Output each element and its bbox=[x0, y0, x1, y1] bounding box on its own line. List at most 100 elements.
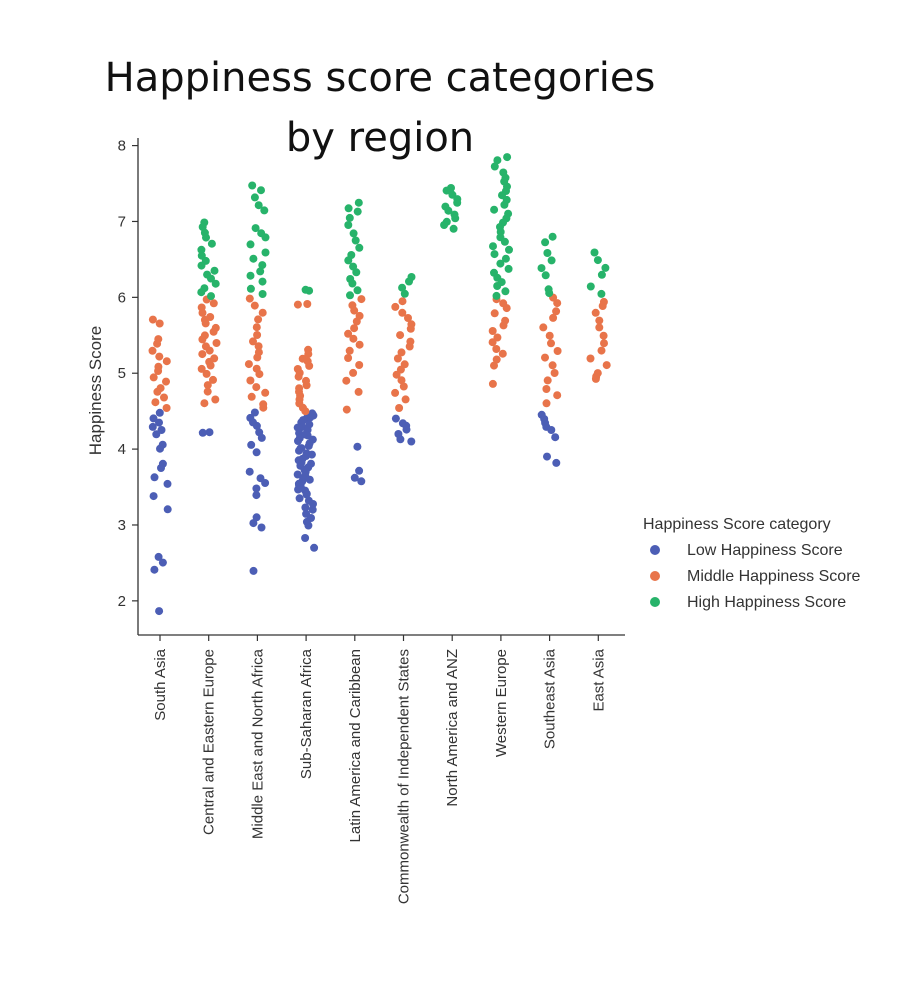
point-middle bbox=[397, 376, 406, 385]
point-middle bbox=[153, 339, 162, 348]
point-high bbox=[258, 277, 267, 286]
point-middle bbox=[304, 350, 313, 359]
point-middle bbox=[151, 398, 160, 407]
point-low bbox=[247, 440, 256, 449]
point-middle bbox=[548, 361, 557, 370]
point-middle bbox=[398, 308, 407, 317]
point-high bbox=[257, 186, 265, 195]
point-middle bbox=[294, 372, 303, 381]
point-middle bbox=[350, 324, 359, 333]
point-low bbox=[309, 500, 317, 508]
point-low bbox=[252, 448, 261, 457]
point-high bbox=[249, 254, 258, 263]
point-middle bbox=[148, 315, 157, 324]
point-middle bbox=[148, 346, 157, 355]
point-high bbox=[597, 270, 606, 279]
point-middle bbox=[490, 361, 498, 370]
point-high bbox=[504, 264, 513, 273]
point-high bbox=[246, 240, 255, 249]
point-high bbox=[352, 268, 361, 277]
point-high bbox=[493, 282, 502, 290]
x-tick-label: South Asia bbox=[152, 648, 169, 720]
point-middle bbox=[206, 361, 215, 370]
point-middle bbox=[200, 399, 209, 408]
point-middle bbox=[542, 385, 551, 393]
point-middle bbox=[542, 399, 551, 408]
point-middle bbox=[258, 308, 267, 317]
point-high bbox=[351, 236, 360, 245]
point-high bbox=[197, 245, 206, 254]
point-middle bbox=[350, 306, 359, 315]
point-low bbox=[150, 565, 159, 574]
x-tick-label: Commonwealth of Independent States bbox=[396, 649, 413, 904]
point-middle bbox=[261, 388, 270, 397]
point-high bbox=[258, 290, 267, 298]
point-middle bbox=[352, 317, 361, 326]
point-middle bbox=[209, 327, 218, 336]
point-middle bbox=[209, 375, 217, 384]
point-middle bbox=[591, 374, 600, 383]
legend-label-middle: Middle Happiness Score bbox=[687, 568, 861, 585]
x-tick-label: Sub-Saharan Africa bbox=[298, 648, 315, 779]
point-high bbox=[590, 248, 599, 257]
point-high bbox=[197, 288, 206, 297]
point-middle bbox=[498, 349, 507, 358]
point-middle bbox=[254, 342, 263, 351]
point-middle bbox=[499, 321, 508, 330]
point-low bbox=[552, 458, 561, 467]
point-middle bbox=[203, 387, 212, 396]
point-low bbox=[252, 484, 261, 493]
point-middle bbox=[595, 323, 604, 332]
y-tick-label: 8 bbox=[118, 138, 126, 155]
point-high bbox=[197, 261, 206, 270]
legend-marker-middle bbox=[650, 571, 660, 581]
point-high bbox=[453, 198, 462, 207]
point-low bbox=[249, 566, 258, 575]
point-low bbox=[163, 479, 172, 488]
point-low bbox=[198, 428, 207, 437]
point-middle bbox=[395, 404, 404, 412]
point-middle bbox=[153, 387, 162, 396]
axes: 2 3 4 5 6 7 8 Happiness Score South Asia Central … bbox=[86, 138, 625, 904]
point-middle bbox=[259, 403, 268, 412]
point-high bbox=[354, 198, 363, 207]
point-low bbox=[350, 473, 359, 482]
point-high bbox=[248, 181, 257, 190]
point-high bbox=[537, 264, 546, 273]
point-middle bbox=[155, 319, 164, 328]
point-high bbox=[260, 206, 269, 215]
point-high bbox=[251, 224, 260, 233]
point-low bbox=[150, 473, 159, 482]
point-high bbox=[601, 263, 610, 272]
point-middle bbox=[342, 376, 351, 385]
point-middle bbox=[344, 354, 353, 362]
point-low bbox=[308, 505, 317, 514]
point-high bbox=[256, 267, 265, 276]
point-high bbox=[349, 229, 358, 238]
point-low bbox=[149, 414, 158, 423]
point-middle bbox=[342, 405, 351, 414]
point-middle bbox=[250, 301, 259, 310]
point-middle bbox=[211, 395, 220, 404]
point-high bbox=[400, 289, 409, 298]
x-tick-label: Southeast Asia bbox=[542, 648, 559, 749]
y-tick-label: 6 bbox=[118, 289, 126, 306]
point-middle bbox=[492, 345, 501, 353]
point-high bbox=[442, 186, 451, 195]
chart-title-line-1: Happiness score categories bbox=[104, 55, 656, 101]
point-high bbox=[353, 207, 362, 216]
point-middle bbox=[293, 300, 302, 309]
point-high bbox=[254, 201, 263, 210]
point-low bbox=[301, 503, 310, 512]
point-middle bbox=[597, 346, 606, 355]
point-high bbox=[597, 289, 606, 298]
point-high bbox=[586, 282, 595, 291]
point-high bbox=[501, 287, 510, 296]
point-low bbox=[301, 534, 310, 542]
point-middle bbox=[553, 347, 562, 355]
point-low bbox=[543, 452, 551, 461]
point-low bbox=[295, 494, 304, 503]
point-high bbox=[490, 250, 499, 259]
legend-label-low: Low Happiness Score bbox=[687, 542, 843, 559]
point-middle bbox=[392, 370, 401, 379]
